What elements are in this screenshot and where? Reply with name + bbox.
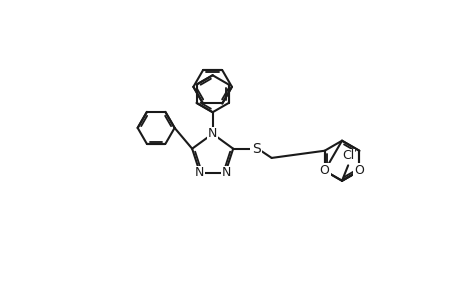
- Text: O: O: [353, 164, 364, 177]
- Text: O: O: [319, 164, 329, 177]
- Text: Cl: Cl: [341, 149, 353, 162]
- Text: N: N: [194, 166, 203, 179]
- Text: S: S: [252, 142, 260, 156]
- Text: N: N: [207, 127, 217, 140]
- Text: N: N: [221, 166, 230, 179]
